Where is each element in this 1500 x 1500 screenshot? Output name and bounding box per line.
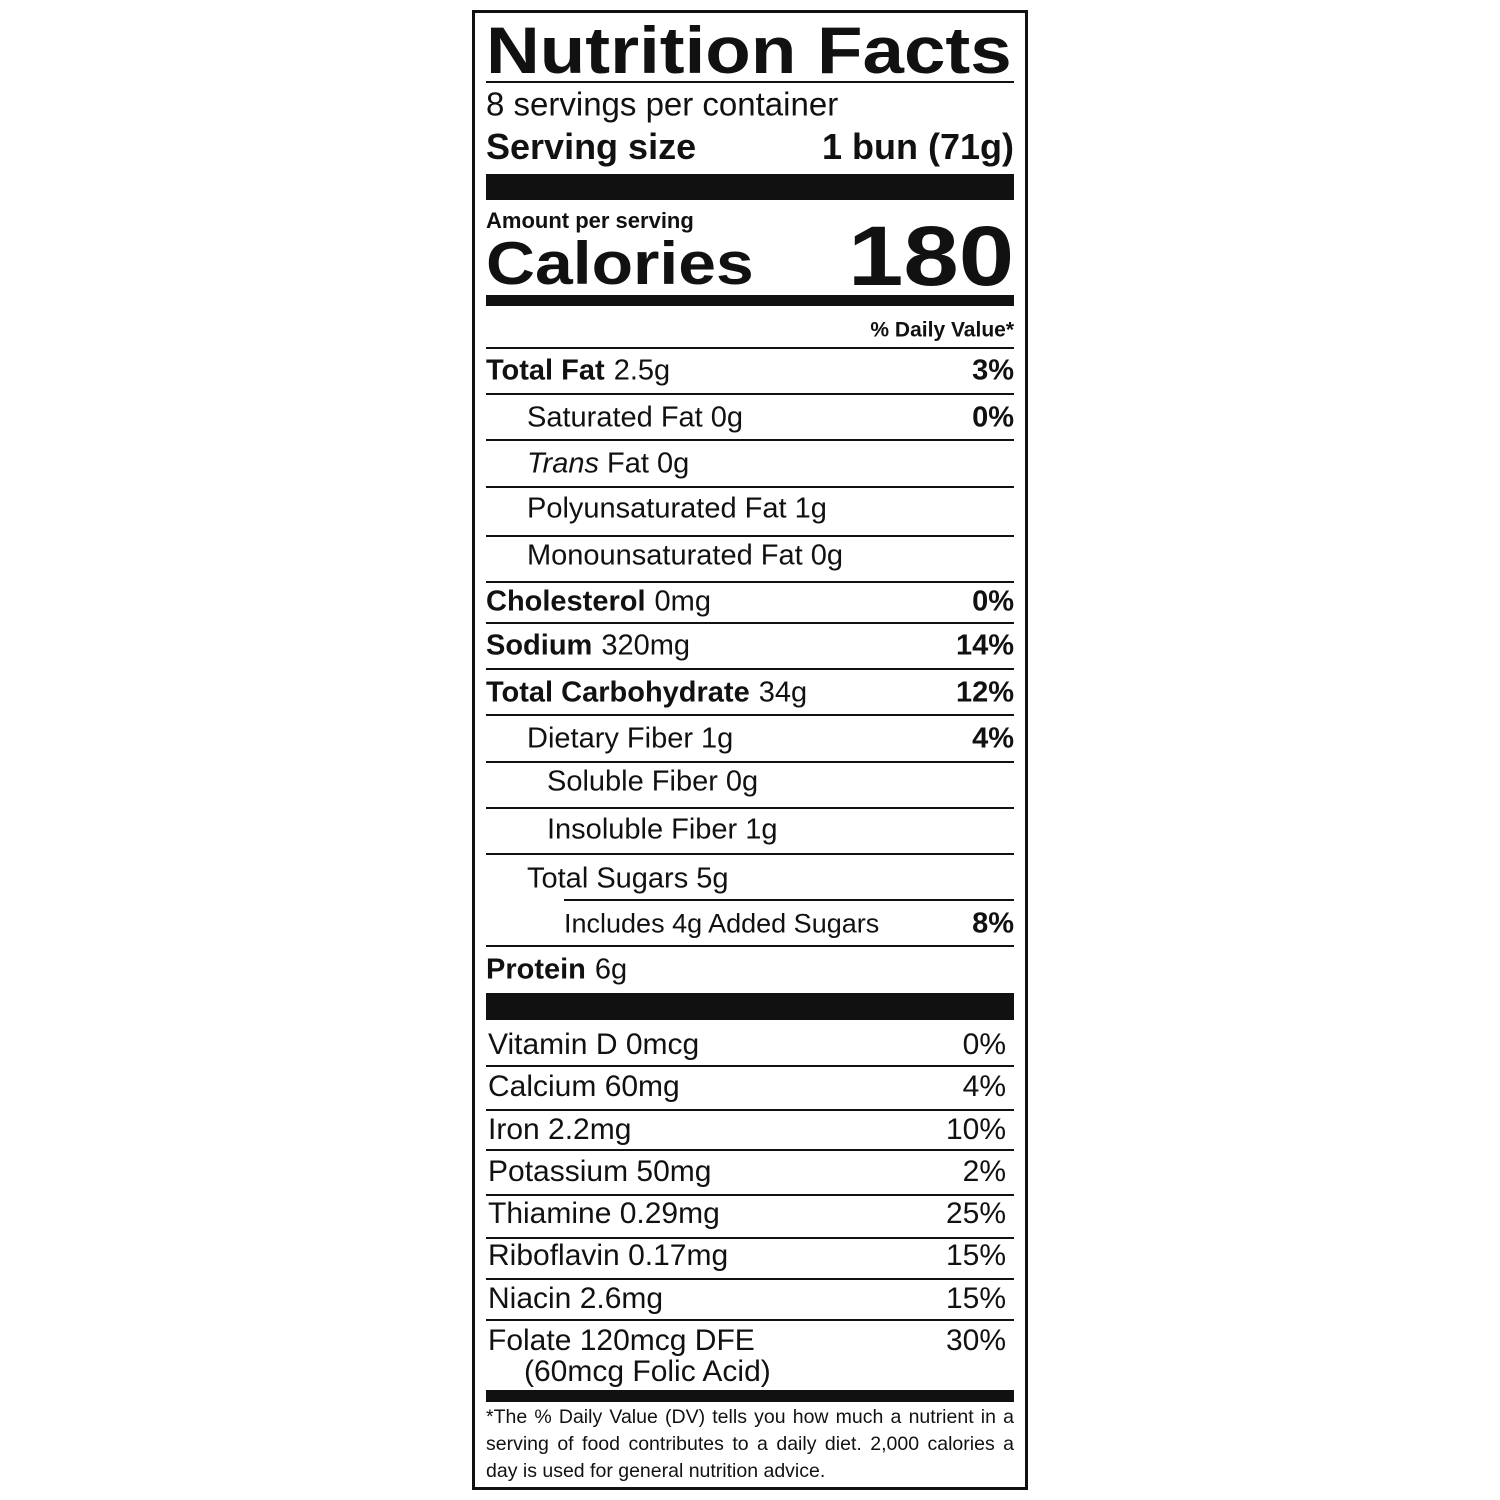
rule-line (486, 761, 1014, 763)
nutrient-dv: 14% (955, 629, 1014, 662)
nutrient-text: Dietary Fiber 1g (527, 722, 734, 755)
vitamin-dv: 2% (962, 1155, 1006, 1188)
nutrient-row: Cholesterol 0mg (486, 585, 711, 618)
nutrient-text: Insoluble Fiber 1g (547, 813, 778, 846)
nutrient-text: Includes 4g Added Sugars (564, 908, 880, 939)
rule-line (486, 1237, 1014, 1239)
vitamin-text: Potassium 50mg (488, 1155, 712, 1188)
rule-line (486, 1194, 1014, 1196)
nutrient-text: Polyunsaturated Fat 1g (527, 492, 827, 525)
amount-per-serving: Amount per serving (486, 208, 694, 233)
rule-line (486, 1065, 1014, 1067)
nutrient-amount: 34g (758, 676, 808, 709)
vitamin-dv: 15% (945, 1282, 1006, 1315)
rule-line (564, 899, 1014, 901)
nutrient-dv: 0% (972, 585, 1014, 618)
rule-line (486, 581, 1014, 583)
calories-value: 180 (847, 209, 1014, 303)
daily-value-header: % Daily Value* (870, 318, 1014, 342)
rule-line (486, 486, 1014, 488)
rule-line (486, 1319, 1014, 1321)
rule-line (486, 807, 1014, 809)
nutrient-amount: 0mg (654, 585, 711, 618)
nutrient-text: Fat 0g (606, 447, 690, 480)
vitamin-dv: 25% (945, 1197, 1006, 1230)
rule-line (486, 393, 1014, 395)
nutrient-italic: Trans (527, 447, 599, 480)
vitamin-dv: 4% (962, 1070, 1006, 1103)
nutrient-text: Saturated Fat 0g (527, 401, 744, 434)
nutrient-amount: 320mg (601, 629, 691, 662)
nutrient-dv: 3% (972, 354, 1014, 387)
rule-line (486, 347, 1014, 349)
vitamin-dv: 15% (945, 1239, 1006, 1272)
nutrient-row: Sodium 320mg (486, 629, 691, 662)
rule-line (486, 535, 1014, 537)
vitamin-text: Thiamine 0.29mg (488, 1197, 720, 1230)
nutrient-name: Total Carbohydrate (486, 676, 750, 709)
rule-line (486, 439, 1014, 441)
rule-line (486, 853, 1014, 855)
vitamin-text: Riboflavin 0.17mg (488, 1239, 729, 1272)
nutrient-dv: 4% (972, 722, 1014, 755)
calories-label: Calories (486, 230, 754, 297)
nutrient-name: Sodium (486, 629, 593, 662)
nutrient-row: Total Fat 2.5g (486, 354, 671, 387)
nutrient-dv: 8% (972, 907, 1014, 940)
nutrient-name: Protein (486, 953, 586, 986)
footnote: *The % Daily Value (DV) tells you how mu… (486, 1406, 1014, 1482)
nutrient-amount: 6g (594, 953, 628, 986)
serving-size-label: Serving size (486, 126, 697, 167)
vitamin-text: Calcium 60mg (488, 1070, 680, 1103)
rule-line (486, 1109, 1014, 1111)
nutrient-name: Cholesterol (486, 585, 646, 618)
nutrient-text: Total Sugars 5g (527, 862, 729, 895)
rule-line (486, 714, 1014, 716)
title: Nutrition Facts (486, 13, 1012, 87)
vitamin-dv: 10% (945, 1113, 1006, 1146)
nutrient-row: Total Carbohydrate 34g (486, 676, 808, 709)
rule-line (486, 81, 1014, 83)
nutrition-label (472, 10, 1028, 1490)
rule-line (486, 992, 1014, 1020)
nutrient-row: Trans Fat 0g (527, 447, 690, 480)
nutrient-text: Monounsaturated Fat 0g (527, 539, 843, 572)
vitamin-text: Folate 120mcg DFE (488, 1324, 755, 1357)
nutrient-row: Protein 6g (486, 953, 628, 986)
rule-line (486, 294, 1014, 306)
rule-line (486, 174, 1014, 200)
nutrient-dv: 0% (972, 401, 1014, 434)
rule-line (486, 1278, 1014, 1280)
nutrient-amount: 2.5g (613, 354, 671, 387)
rule-line (486, 1390, 1014, 1402)
vitamin-text: Niacin 2.6mg (488, 1282, 664, 1315)
rule-line (486, 622, 1014, 624)
nutrient-dv: 12% (955, 676, 1014, 709)
rule-line (486, 668, 1014, 670)
rule-line (486, 1149, 1014, 1151)
vitamin-text: Iron 2.2mg (488, 1113, 632, 1146)
serving-size-value: 1 bun (71g) (821, 126, 1014, 167)
vitamin-subtext: (60mcg Folic Acid) (524, 1355, 771, 1388)
servings: 8 servings per container (486, 85, 839, 123)
nutrient-name: Total Fat (486, 354, 605, 387)
rule-line (486, 945, 1014, 947)
vitamin-dv: 30% (945, 1324, 1006, 1357)
vitamin-dv: 0% (962, 1028, 1006, 1061)
nutrient-text: Soluble Fiber 0g (547, 765, 759, 798)
vitamin-text: Vitamin D 0mcg (488, 1028, 700, 1061)
